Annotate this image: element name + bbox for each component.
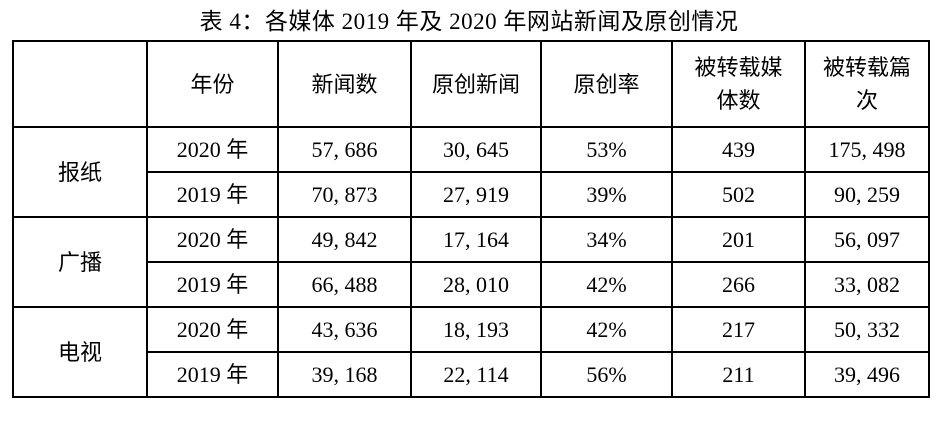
header-reposted-times: 被转载篇 次 [804,40,930,128]
original-rate-cell: 34% [540,216,673,263]
reposted-media-cell: 502 [671,171,806,218]
original-news-cell: 28, 010 [410,261,542,308]
reposted-times-cell: 33, 082 [804,261,930,308]
table-row-newspaper-2020: 报纸 2020 年 57, 686 30, 645 53% 439 175, 4… [12,126,930,218]
header-original-rate: 原创率 [540,40,673,128]
reposted-times-cell: 39, 496 [804,351,930,398]
media-news-table: 年份 新闻数 原创新闻 原创率 被转载媒 体数 被转载篇 次 报纸 2020 年… [12,40,930,398]
table-caption: 表 4：各媒体 2019 年及 2020 年网站新闻及原创情况 [199,9,739,34]
original-news-cell: 27, 919 [410,171,542,218]
table-row-radio-2020: 广播 2020 年 49, 842 17, 164 34% 201 56, 09… [12,216,930,308]
reposted-media-cell: 201 [671,216,806,263]
media-cell-tv: 电视 [12,306,148,398]
year-cell: 2019 年 [146,351,279,398]
year-cell: 2019 年 [146,261,279,308]
year-cell: 2020 年 [146,306,279,353]
reposted-media-cell: 217 [671,306,806,353]
header-news-count: 新闻数 [277,40,412,128]
header-media [12,40,148,128]
news-count-cell: 49, 842 [277,216,412,263]
media-cell-newspaper: 报纸 [12,126,148,218]
year-cell: 2020 年 [146,216,279,263]
media-cell-radio: 广播 [12,216,148,308]
year-cell: 2020 年 [146,126,279,173]
reposted-times-cell: 56, 097 [804,216,930,263]
news-count-cell: 66, 488 [277,261,412,308]
news-count-cell: 39, 168 [277,351,412,398]
original-rate-cell: 39% [540,171,673,218]
header-original-news: 原创新闻 [410,40,542,128]
reposted-times-cell: 175, 498 [804,126,930,173]
news-count-cell: 43, 636 [277,306,412,353]
original-rate-cell: 56% [540,351,673,398]
header-reposted-media: 被转载媒 体数 [671,40,806,128]
year-cell: 2019 年 [146,171,279,218]
table-row-radio-2019: 2019 年 66, 488 28, 010 42% 266 33, 082 [13,261,930,308]
reposted-times-cell: 50, 332 [804,306,930,353]
reposted-media-cell: 211 [671,351,806,398]
table-row-tv-2020: 电视 2020 年 43, 636 18, 193 42% 217 50, 33… [12,306,930,398]
reposted-media-cell: 266 [671,261,806,308]
news-count-cell: 57, 686 [277,126,412,173]
original-rate-cell: 42% [540,261,673,308]
header-year: 年份 [146,40,279,128]
table-row-tv-2019: 2019 年 39, 168 22, 114 56% 211 39, 496 [13,351,930,398]
original-news-cell: 30, 645 [410,126,542,173]
table-row-newspaper-2019: 2019 年 70, 873 27, 919 39% 502 90, 259 [13,171,930,218]
original-rate-cell: 42% [540,306,673,353]
news-count-cell: 70, 873 [277,171,412,218]
original-news-cell: 17, 164 [410,216,542,263]
header-row: 年份 新闻数 原创新闻 原创率 被转载媒 体数 被转载篇 次 [12,40,930,128]
original-news-cell: 22, 114 [410,351,542,398]
reposted-media-cell: 439 [671,126,806,173]
reposted-times-cell: 90, 259 [804,171,930,218]
original-rate-cell: 53% [540,126,673,173]
original-news-cell: 18, 193 [410,306,542,353]
